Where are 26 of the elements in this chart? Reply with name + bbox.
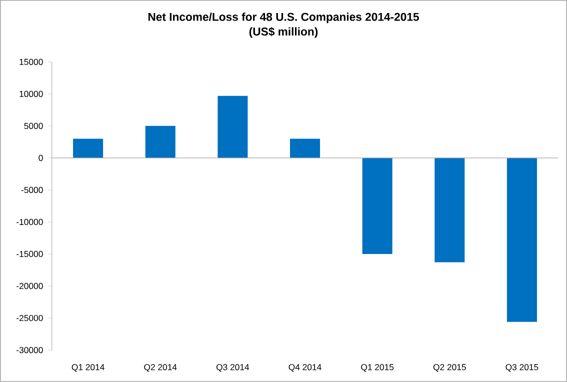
x-tick-label: Q4 2014 [288,364,322,372]
y-tick-label: 0 [38,154,43,162]
bar [362,158,392,254]
x-tick-label: Q1 2015 [361,364,394,372]
chart-title: Net Income/Loss for 48 U.S. Companies 2014-2015 [148,12,419,24]
bar [434,158,465,262]
y-tick-label: 5000 [24,122,43,130]
x-tick-label: Q3 2015 [506,364,538,372]
bar [506,158,537,322]
y-tick-label: 15000 [20,58,43,66]
x-tick-label: Q2 2015 [433,364,466,372]
y-tick-label: -10000 [16,218,43,226]
x-tick-label: Q3 2014 [216,364,250,372]
bar [73,138,104,158]
bar [145,126,176,158]
bar [290,138,320,158]
y-tick-label: -5000 [21,186,43,194]
y-tick-label: -20000 [16,282,43,290]
bar [218,96,248,158]
y-tick-label: -15000 [16,250,43,258]
x-tick-label: Q2 2014 [144,364,177,372]
y-tick-label: 10000 [20,90,43,98]
y-tick-label: -30000 [16,347,43,354]
y-tick-label: -25000 [16,314,43,322]
x-tick-label: Q1 2014 [72,364,104,372]
chart-subtitle: (US$ million) [249,27,318,38]
